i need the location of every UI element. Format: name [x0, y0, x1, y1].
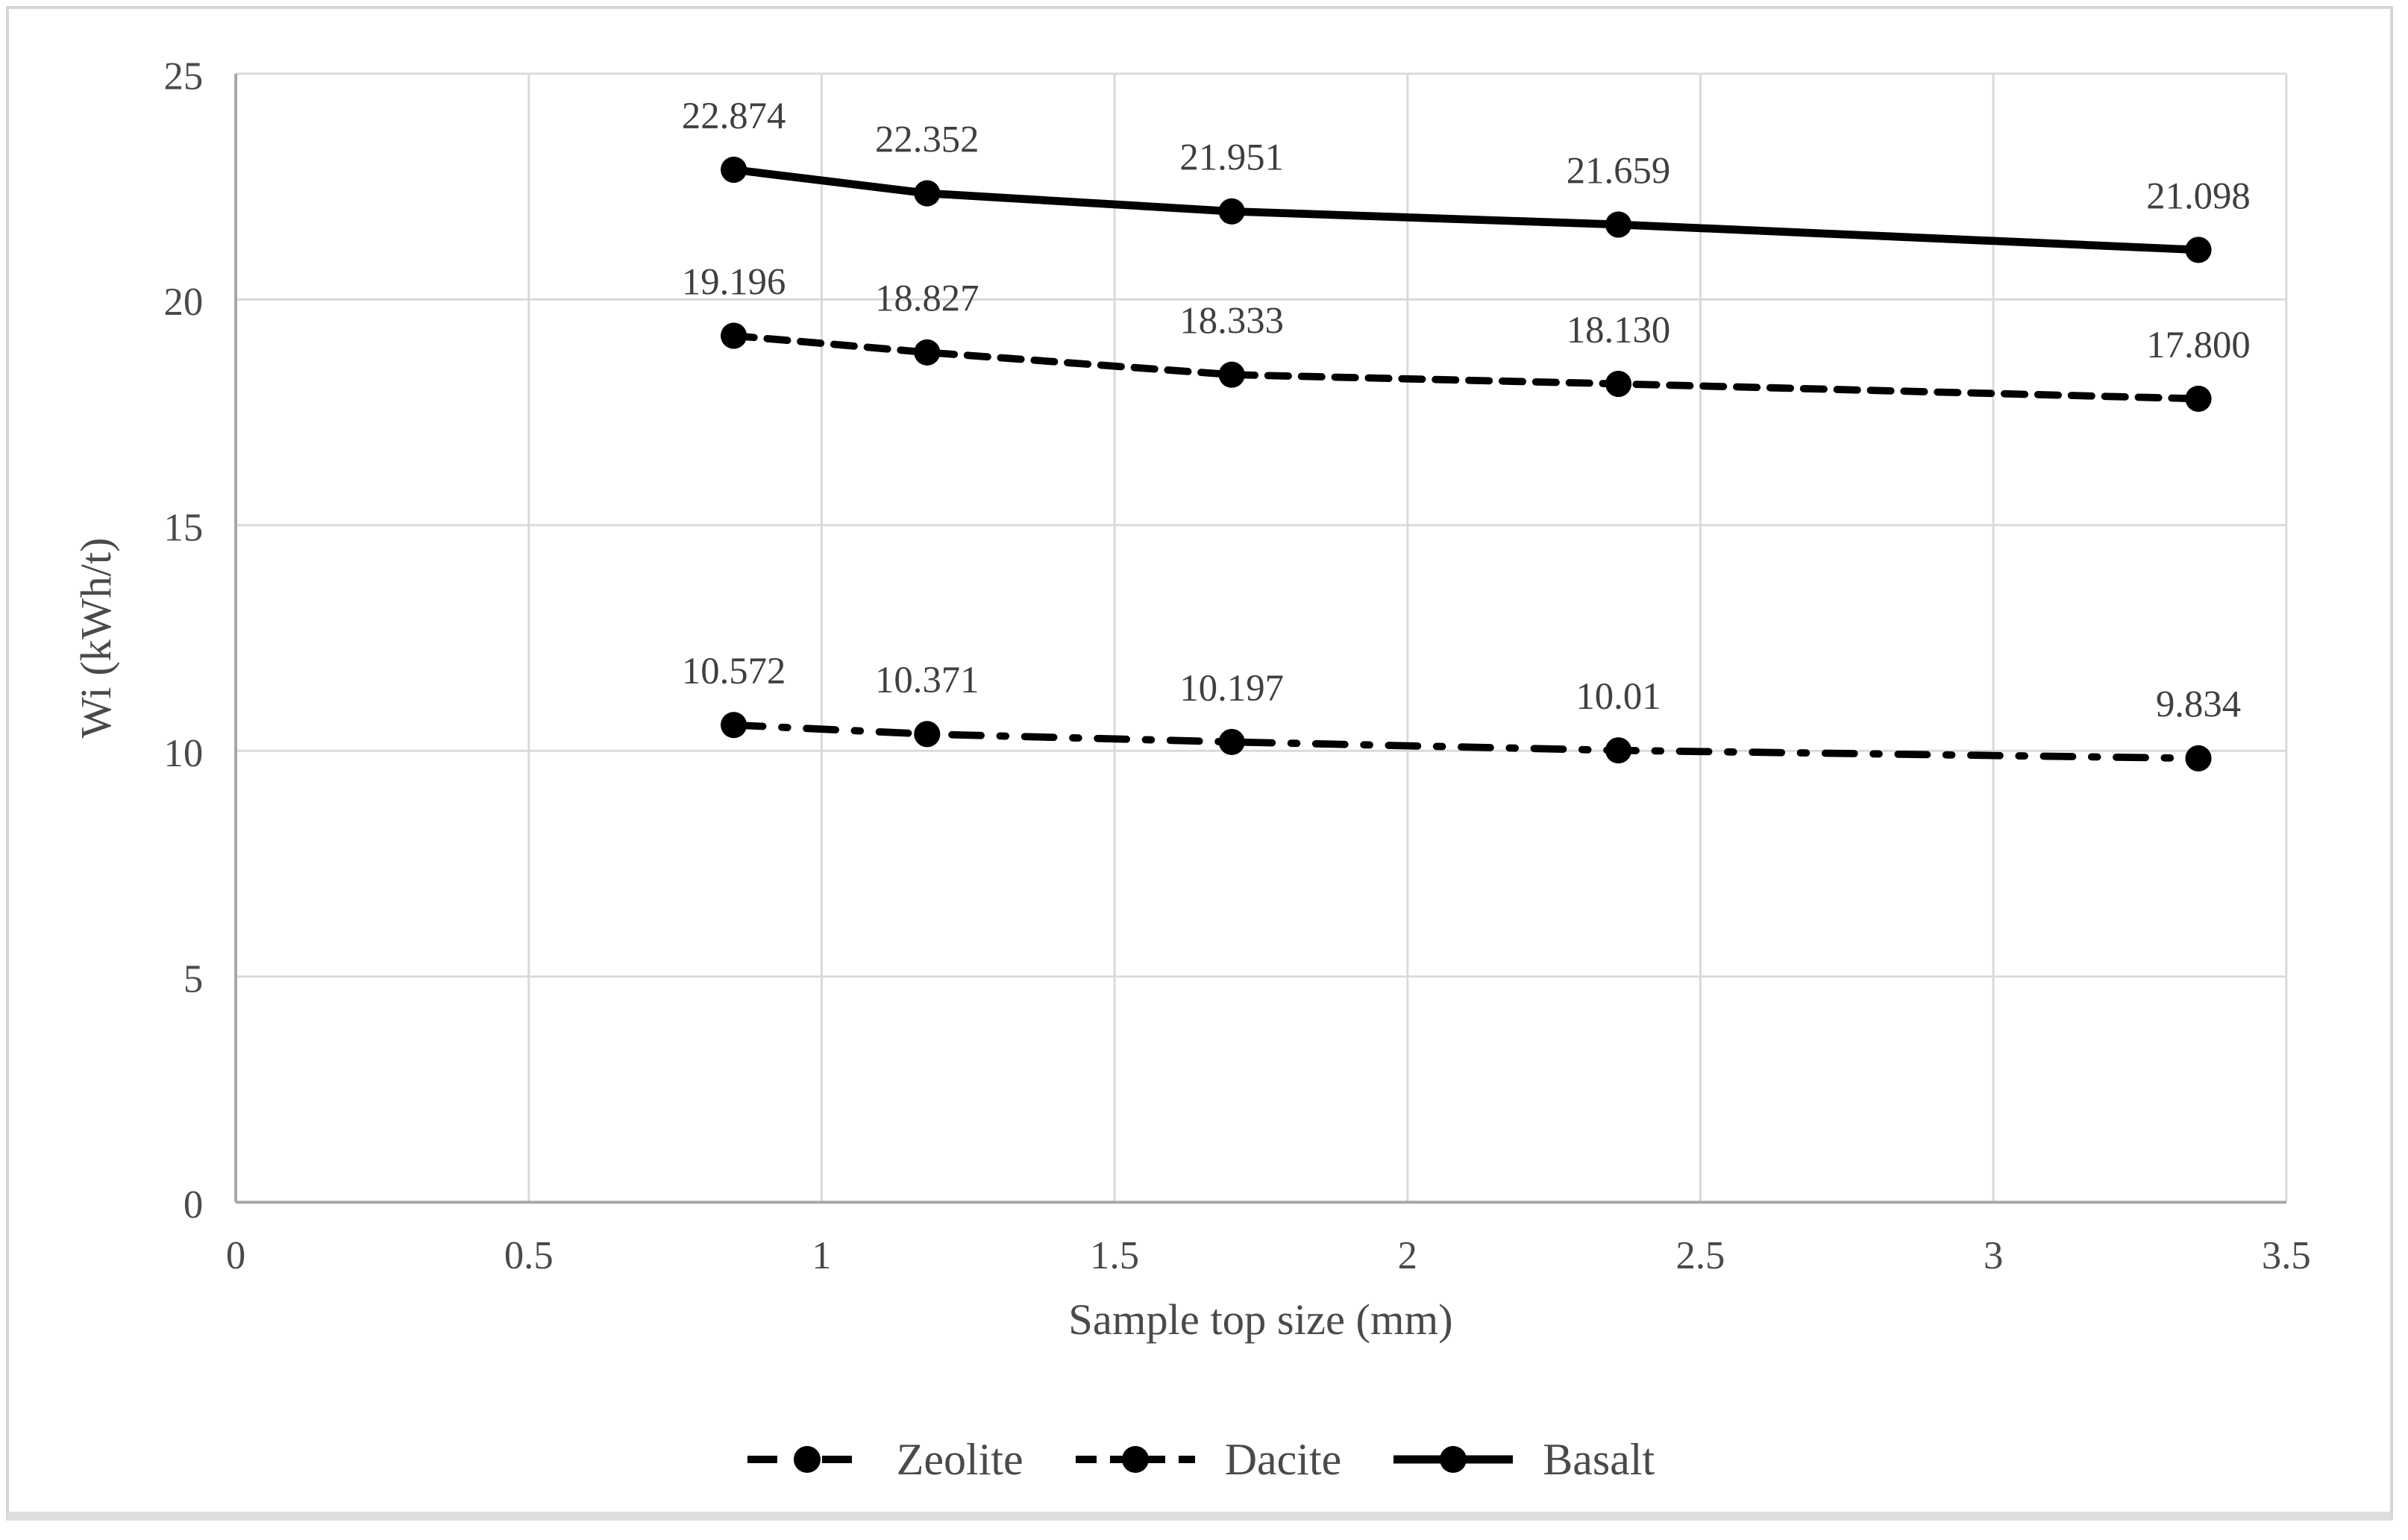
tick-labels: 0 5 10 15 20 25 0 0.5 1 1.5 2 2.5 3 3.5: [163, 54, 2310, 1277]
data-label-zeolite: 10.371: [875, 659, 979, 701]
data-point-zeolite: [1218, 728, 1245, 755]
data-point-basalt: [1218, 198, 1245, 225]
data-label-basalt: 21.098: [2146, 175, 2251, 216]
x-tick-label: 0.5: [504, 1234, 554, 1277]
data-label-basalt: 21.951: [1179, 137, 1284, 178]
data-point-dacite: [914, 339, 941, 366]
x-tick-label: 2: [1398, 1234, 1417, 1277]
series-line-zeolite: [730, 721, 2202, 763]
y-axis-title: Wi (kWh/t): [72, 538, 120, 739]
x-tick-label: 0: [226, 1234, 245, 1277]
x-tick-label: 3: [1984, 1234, 2003, 1277]
series-line-basalt: [730, 166, 2203, 254]
data-point-dacite: [1218, 361, 1245, 388]
x-tick-label: 3.5: [2262, 1234, 2311, 1277]
data-point-basalt: [914, 180, 941, 207]
data-label-dacite: 18.827: [875, 278, 979, 319]
data-point-zeolite: [721, 712, 747, 739]
data-point-basalt: [2185, 237, 2212, 263]
series: 10.572 10.371 10.197 10.01 9.834 19.196 18.827…: [682, 95, 2251, 771]
data-point-basalt: [1605, 211, 1632, 238]
data-point-zeolite: [1605, 737, 1632, 764]
x-tick-label: 2.5: [1676, 1234, 1725, 1277]
data-point-dacite: [1605, 370, 1632, 398]
x-tick-label: 1.5: [1090, 1234, 1139, 1277]
data-label-dacite: 18.333: [1179, 300, 1284, 342]
data-label-zeolite: 10.572: [682, 650, 786, 692]
basalt-line-sample-icon: [1393, 1446, 1514, 1473]
legend-label-basalt: Basalt: [1543, 1435, 1655, 1484]
x-tick-label: 1: [812, 1234, 831, 1277]
y-tick-label: 0: [184, 1183, 203, 1227]
y-tick-label: 5: [184, 957, 203, 1001]
data-point-zeolite: [2185, 745, 2212, 771]
dacite-line-sample-icon: [1075, 1446, 1195, 1473]
zeolite-line-sample-icon: [747, 1446, 867, 1473]
y-tick-label: 25: [163, 54, 203, 98]
chart-figure: 0 5 10 15 20 25 0 0.5 1 1.5 2 2.5 3 3.5 10.572 10.371 1…: [6, 6, 2393, 1521]
axes: [234, 73, 2286, 1204]
data-label-basalt: 22.874: [682, 95, 786, 137]
data-label-dacite: 17.800: [2146, 324, 2251, 366]
gridlines: [236, 72, 2288, 1203]
legend-item-dacite: Dacite: [1073, 1433, 1342, 1486]
data-label-zeolite: 10.01: [1575, 675, 1661, 717]
data-label-basalt: 22.352: [875, 118, 979, 160]
data-label-dacite: 18.130: [1567, 309, 1671, 351]
y-tick-label: 20: [163, 281, 203, 324]
data-point-zeolite: [914, 721, 941, 748]
data-point-dacite: [2185, 385, 2212, 412]
legend-label-zeolite: Zeolite: [896, 1435, 1023, 1484]
data-label-zeolite: 10.197: [1179, 667, 1284, 709]
legend-label-dacite: Dacite: [1224, 1435, 1342, 1484]
chart-legend: Zeolite Dacite Basalt: [9, 1433, 2390, 1486]
data-point-basalt: [721, 156, 747, 184]
data-label-dacite: 19.196: [682, 260, 786, 302]
x-axis-title: Sample top size (mm): [1068, 1295, 1452, 1344]
legend-item-basalt: Basalt: [1390, 1433, 1655, 1486]
series-line-dacite: [730, 332, 2202, 403]
data-label-zeolite: 9.834: [2156, 683, 2241, 725]
data-point-dacite: [721, 322, 747, 349]
legend-item-zeolite: Zeolite: [744, 1433, 1023, 1486]
y-tick-label: 10: [163, 732, 203, 775]
data-label-basalt: 21.659: [1567, 149, 1671, 191]
y-tick-label: 15: [163, 506, 203, 549]
